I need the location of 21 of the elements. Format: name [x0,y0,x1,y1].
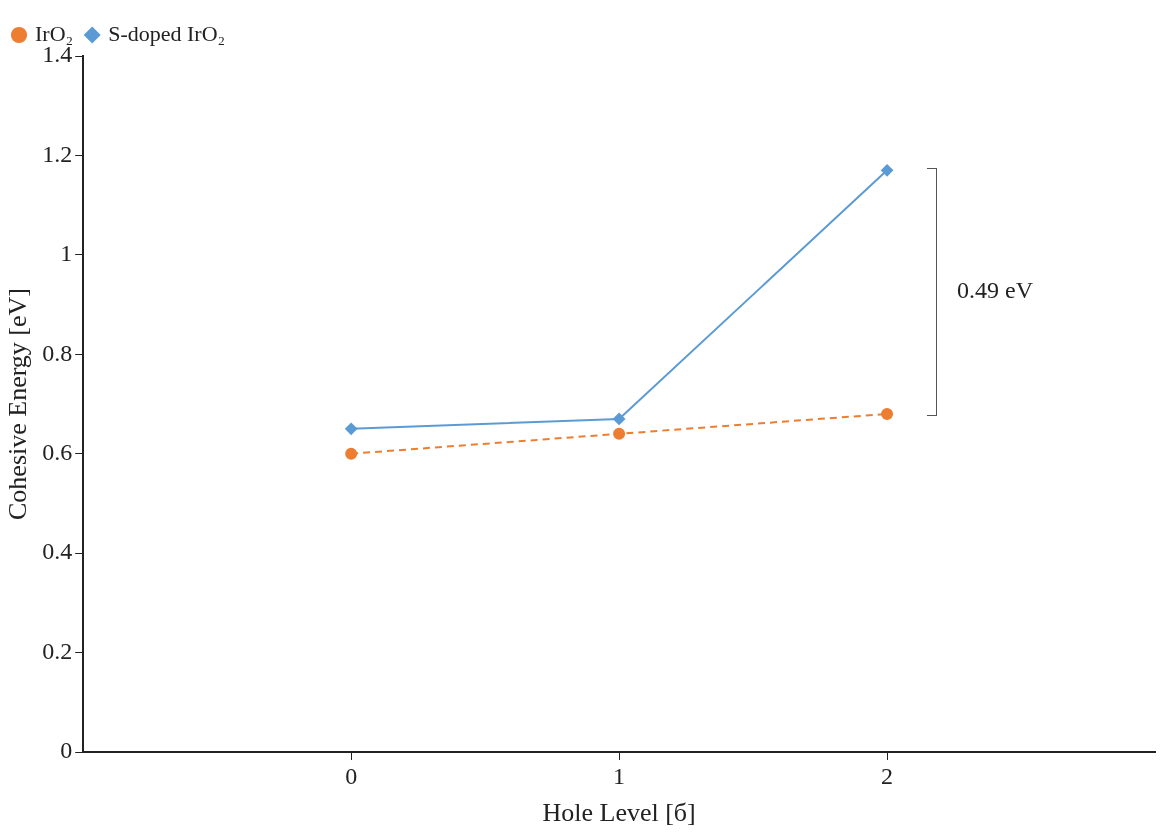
legend-label: S-doped IrO₂ [108,20,226,46]
x-tick-label: 2 [881,762,894,789]
point [881,407,894,420]
point [613,412,626,425]
y-tick-label: 1.2 [42,140,73,167]
point [613,427,626,440]
y-tick-label: 0.8 [42,339,73,366]
x-axis-title: Hole Level [б] [542,798,696,828]
y-tick-label: 0.6 [42,439,73,466]
annotation: 0.49 eV [957,277,1034,304]
legend-label: IrO₂ [35,20,74,46]
point [881,164,894,177]
y-tick-label: 0.4 [42,538,73,565]
y-tick-label: 0.2 [42,637,73,664]
y-axis-title: Cohesive Energy [eV] [3,287,33,521]
x-tick-label: 0 [345,762,358,789]
point [345,422,358,435]
x-tick-label: 1 [613,762,626,789]
y-tick-label: 1 [60,240,73,267]
y-tick-label: 0 [60,737,73,764]
point [345,447,358,460]
